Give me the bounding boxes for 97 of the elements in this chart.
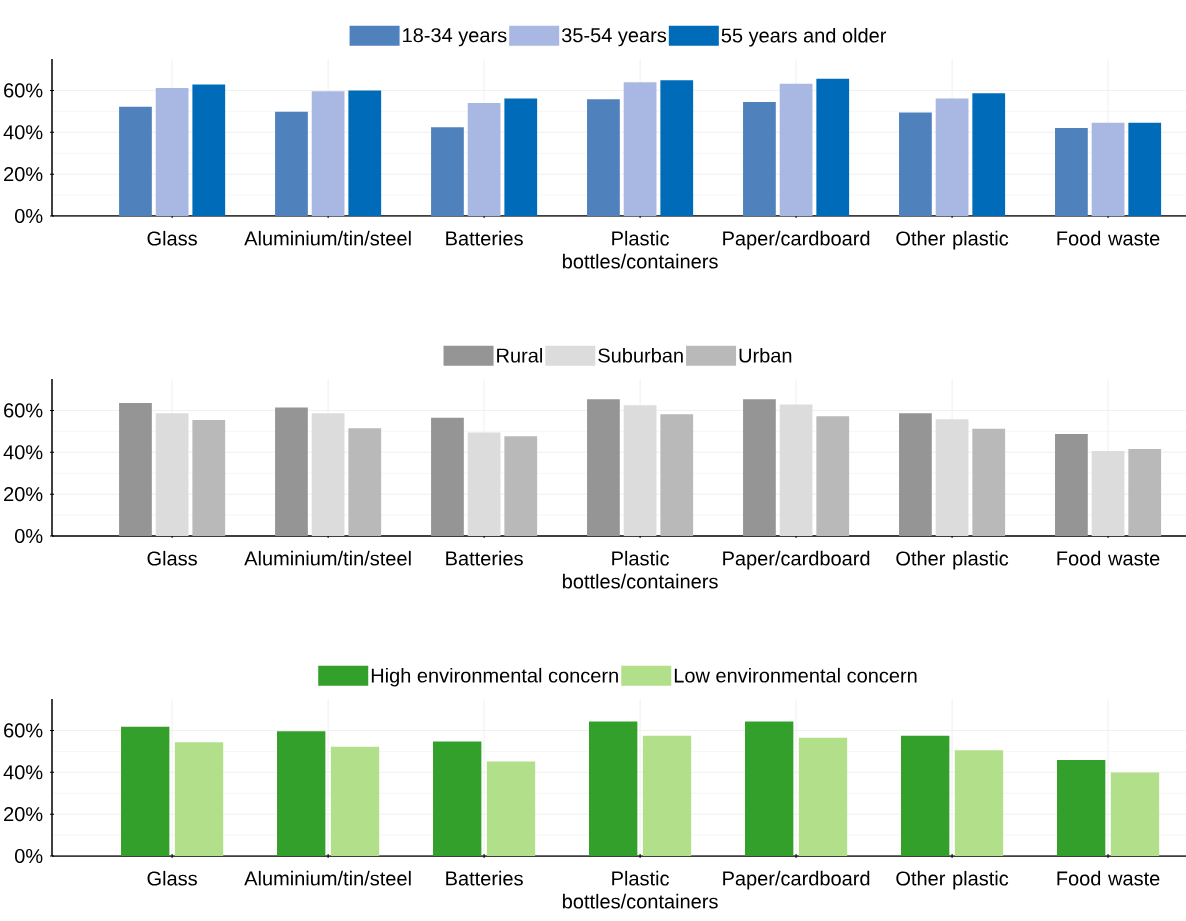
bar (121, 726, 170, 856)
bar (431, 417, 464, 536)
legend-label: 35-54 years (561, 28, 667, 47)
bar (467, 432, 501, 536)
bar (1056, 759, 1106, 856)
x-tick-label: Paper/cardboard (723, 870, 870, 890)
bar (623, 82, 657, 216)
bar (816, 78, 850, 216)
y-tick-label: 20% (4, 807, 43, 822)
bar (589, 721, 638, 856)
x-tick-label: Other plastic (896, 870, 1009, 890)
x-tick-label: Batteries (446, 230, 523, 246)
bar (743, 102, 776, 216)
bar (745, 721, 794, 856)
bar (779, 404, 813, 536)
x-tick-label: Aluminium/tin/steel (244, 230, 411, 246)
bar (954, 750, 1004, 856)
bar (900, 735, 950, 856)
x-tick-label: Glass (147, 870, 197, 886)
y-tick-label: 0% (15, 848, 43, 864)
x-tick-label: Glass (147, 550, 197, 566)
bar (642, 735, 692, 856)
x-tick-label: Food waste (1057, 550, 1160, 566)
x-tick-label: Batteries (446, 550, 523, 566)
bar (660, 414, 694, 536)
y-tick-label: 20% (4, 167, 43, 182)
x-tick-label: Aluminium/tin/steel (244, 550, 411, 566)
bar (1055, 128, 1088, 216)
y-tick-label: 60% (4, 723, 43, 738)
bar (504, 98, 538, 216)
bar (587, 399, 620, 536)
bar (972, 428, 1006, 536)
x-tick-label: Food waste (1057, 870, 1160, 886)
y-tick-label: 60% (4, 403, 43, 418)
bar (174, 742, 224, 856)
bar (486, 761, 536, 856)
bar (935, 98, 969, 216)
bar (275, 407, 308, 536)
bar (779, 83, 813, 216)
legend-label: Low environmental concern (674, 667, 917, 683)
legend-label: Urban (739, 347, 792, 363)
legend-label: High environmental concern (371, 667, 618, 687)
bar (1091, 122, 1125, 216)
x-tick-label: Other plastic (896, 230, 1009, 250)
bar (348, 428, 382, 536)
bar (192, 420, 226, 536)
bar (1091, 451, 1125, 536)
y-tick-label: 20% (4, 487, 43, 502)
legend-label: Rural (497, 347, 542, 363)
legend-label: 18-34 years (403, 28, 507, 47)
bar (433, 741, 482, 856)
x-tick-label: Paper/cardboard (723, 550, 870, 570)
y-tick-label: 60% (4, 83, 43, 98)
bar (155, 88, 189, 216)
x-tick-label: Other plastic (896, 550, 1009, 570)
bar (431, 127, 464, 216)
bar (899, 112, 932, 216)
y-tick-label: 0% (15, 208, 43, 224)
x-tick-label: Food waste (1057, 230, 1160, 246)
bar (1110, 772, 1160, 856)
bar (798, 737, 848, 856)
legend-label: Suburban (598, 347, 683, 363)
x-tick-label: Glass (147, 230, 197, 246)
bar (935, 419, 969, 536)
x-tick-label: Plastic bottles/containers (563, 870, 718, 909)
bar (311, 413, 345, 536)
bar (467, 102, 501, 216)
x-tick-label: Plastic bottles/containers (563, 550, 718, 589)
bar (119, 106, 152, 216)
bar (192, 84, 226, 216)
bar (504, 436, 538, 536)
legend-label: 55 years and older (721, 27, 887, 47)
y-tick-label: 40% (3, 125, 43, 140)
x-tick-label: Plastic bottles/containers (563, 230, 718, 269)
y-tick-label: 40% (3, 445, 43, 460)
x-tick-label: Aluminium/tin/steel (244, 870, 411, 886)
bar (330, 746, 380, 856)
bar (311, 91, 345, 216)
bar (972, 93, 1006, 216)
bar (587, 99, 620, 216)
x-tick-label: Batteries (446, 870, 523, 886)
bar (277, 731, 326, 856)
bar (1128, 448, 1162, 536)
bar (743, 399, 776, 536)
bar (155, 413, 189, 536)
bar (275, 111, 308, 216)
y-tick-label: 0% (15, 528, 43, 544)
bar (623, 405, 657, 536)
bar (816, 416, 850, 536)
bar (899, 413, 932, 536)
x-tick-label: Paper/cardboard (723, 230, 870, 250)
bar (1055, 434, 1088, 536)
bar (1128, 122, 1162, 216)
bar (348, 90, 382, 216)
y-tick-label: 40% (3, 765, 43, 780)
bar (119, 403, 152, 536)
bar (660, 80, 694, 216)
